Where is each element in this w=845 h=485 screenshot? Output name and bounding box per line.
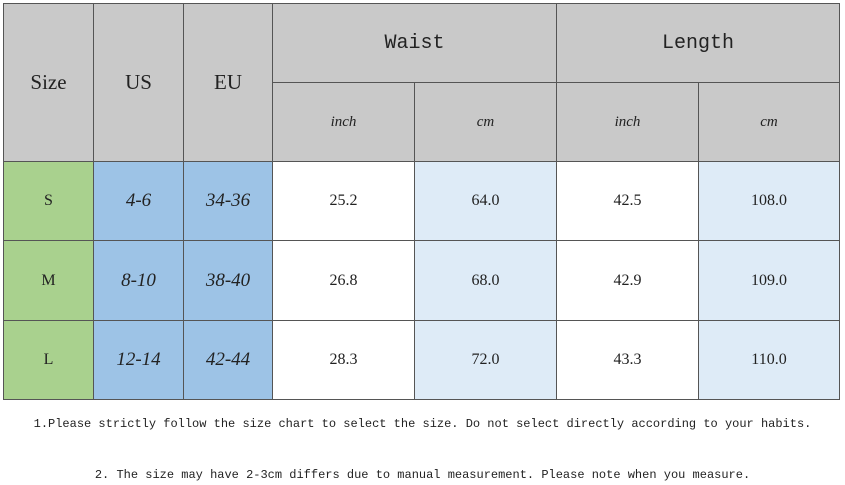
table-row: M 8-10 38-40 26.8 68.0 42.9 109.0 bbox=[3, 240, 840, 321]
length-cm: 109.0 bbox=[698, 240, 840, 321]
size-table: Size US EU Waist Length inch cm inch cm S 4-… bbox=[3, 3, 840, 400]
eu-cell: 34-36 bbox=[183, 161, 273, 241]
header-eu: EU bbox=[183, 3, 273, 162]
size-cell: S bbox=[3, 161, 94, 241]
us-cell: 8-10 bbox=[93, 240, 184, 321]
us-cell: 12-14 bbox=[93, 320, 184, 400]
header-length: Length bbox=[556, 3, 840, 83]
note: 1.Please strictly follow the size chart … bbox=[33, 417, 812, 431]
header-waist: Waist bbox=[272, 3, 557, 83]
length-inch: 42.5 bbox=[556, 161, 699, 241]
length-inch: 43.3 bbox=[556, 320, 699, 400]
waist-inch: 25.2 bbox=[272, 161, 415, 241]
unit-header: inch bbox=[556, 82, 699, 162]
waist-cm: 64.0 bbox=[414, 161, 557, 241]
table-row: L 12-14 42-44 28.3 72.0 43.3 110.0 bbox=[3, 320, 840, 400]
unit-header: cm bbox=[698, 82, 840, 162]
header-us: US bbox=[93, 3, 184, 162]
table-row: S 4-6 34-36 25.2 64.0 42.5 108.0 bbox=[3, 161, 840, 241]
us-cell: 4-6 bbox=[93, 161, 184, 241]
unit-header: inch bbox=[272, 82, 415, 162]
length-cm: 108.0 bbox=[698, 161, 840, 241]
waist-cm: 68.0 bbox=[414, 240, 557, 321]
size-cell: L bbox=[3, 320, 94, 400]
waist-inch: 26.8 bbox=[272, 240, 415, 321]
unit-header: cm bbox=[414, 82, 557, 162]
waist-cm: 72.0 bbox=[414, 320, 557, 400]
eu-cell: 42-44 bbox=[183, 320, 273, 400]
eu-cell: 38-40 bbox=[183, 240, 273, 321]
length-inch: 42.9 bbox=[556, 240, 699, 321]
note: 2. The size may have 2-3cm differs due t… bbox=[94, 468, 751, 482]
length-cm: 110.0 bbox=[698, 320, 840, 400]
header-size: Size bbox=[3, 3, 94, 162]
size-cell: M bbox=[3, 240, 94, 321]
waist-inch: 28.3 bbox=[272, 320, 415, 400]
